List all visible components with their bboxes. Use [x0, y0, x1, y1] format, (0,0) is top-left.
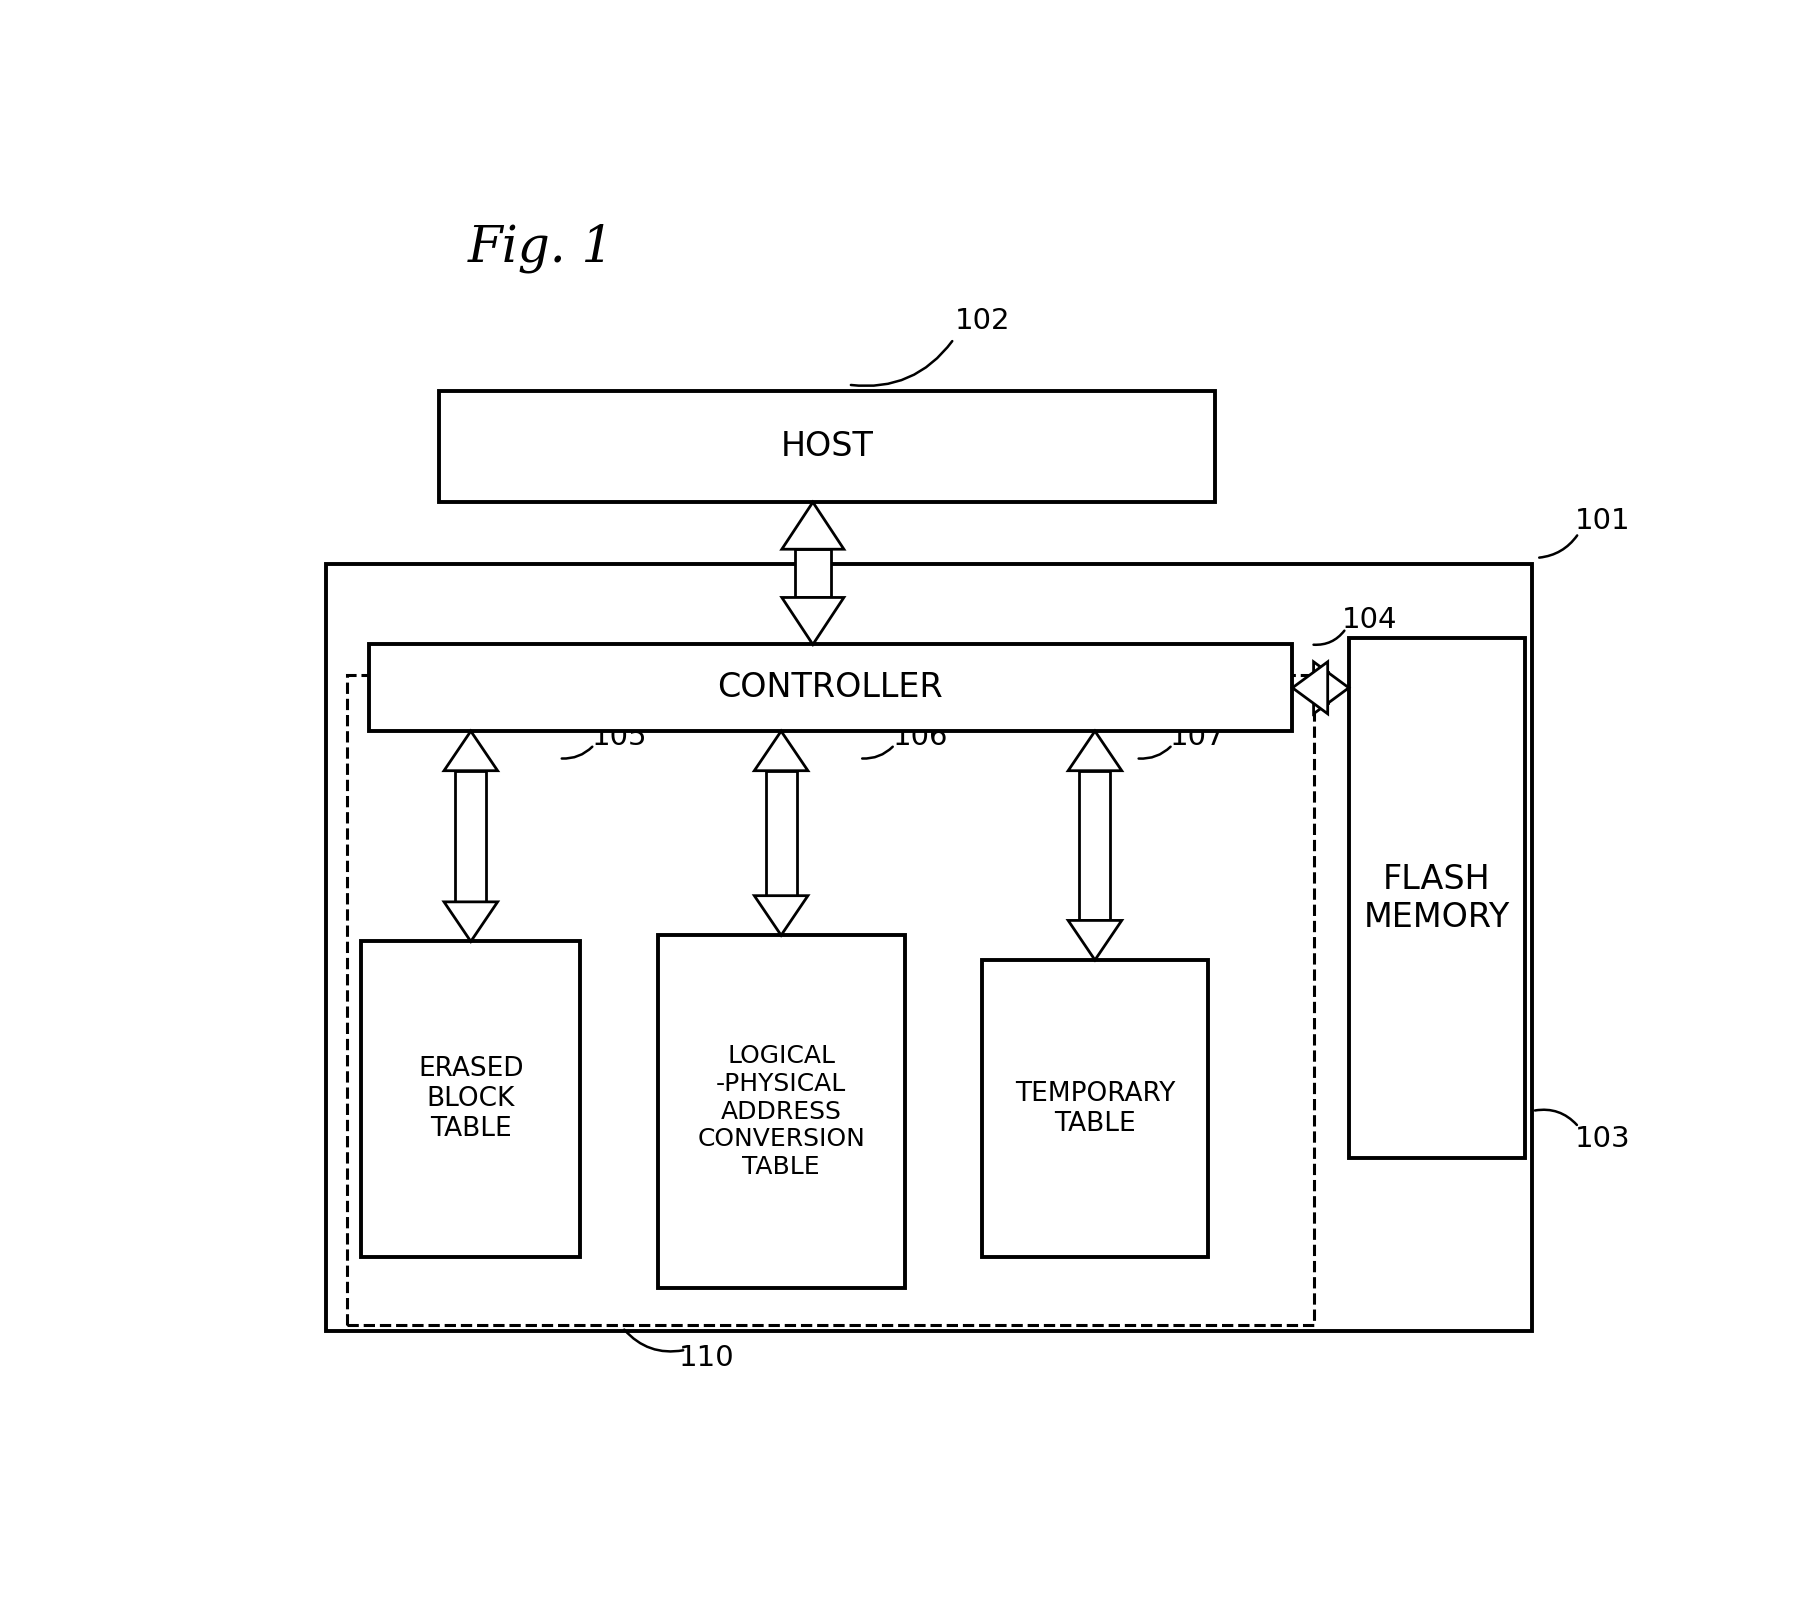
Text: 102: 102	[954, 307, 1010, 336]
Bar	[362, 942, 581, 1257]
Polygon shape	[1068, 731, 1121, 771]
Text: 101: 101	[1574, 506, 1631, 535]
Polygon shape	[783, 501, 844, 550]
Text: Fig. 1: Fig. 1	[468, 223, 613, 273]
Text: ERASED
BLOCK
TABLE: ERASED BLOCK TABLE	[419, 1056, 524, 1143]
Bar	[455, 771, 486, 902]
Text: 110: 110	[679, 1345, 735, 1372]
Polygon shape	[783, 598, 844, 644]
Polygon shape	[1314, 662, 1349, 714]
Bar	[795, 550, 832, 598]
Polygon shape	[1068, 921, 1121, 959]
Text: TEMPORARY
TABLE: TEMPORARY TABLE	[1016, 1080, 1176, 1136]
Text: 107: 107	[1170, 723, 1225, 752]
Text: LOGICAL
-PHYSICAL
ADDRESS
CONVERSION
TABLE: LOGICAL -PHYSICAL ADDRESS CONVERSION TAB…	[697, 1045, 864, 1180]
Bar	[439, 391, 1216, 501]
Text: 104: 104	[1341, 606, 1398, 633]
Bar	[766, 771, 797, 895]
Text: 103: 103	[1574, 1125, 1631, 1154]
Bar	[1314, 672, 1329, 704]
Bar	[326, 564, 1532, 1331]
Text: 106: 106	[894, 723, 948, 752]
Text: CONTROLLER: CONTROLLER	[717, 672, 943, 704]
Polygon shape	[444, 731, 497, 771]
Bar	[657, 935, 905, 1287]
Bar	[1079, 771, 1110, 921]
Polygon shape	[444, 902, 497, 942]
Bar	[983, 959, 1208, 1257]
Polygon shape	[753, 731, 808, 771]
Text: FLASH
MEMORY: FLASH MEMORY	[1363, 863, 1511, 934]
Text: HOST: HOST	[781, 431, 874, 463]
Bar	[368, 644, 1292, 731]
Bar	[1349, 638, 1525, 1159]
Bar	[348, 675, 1314, 1326]
Text: 105: 105	[592, 723, 646, 752]
Polygon shape	[1292, 662, 1329, 714]
Polygon shape	[753, 895, 808, 935]
